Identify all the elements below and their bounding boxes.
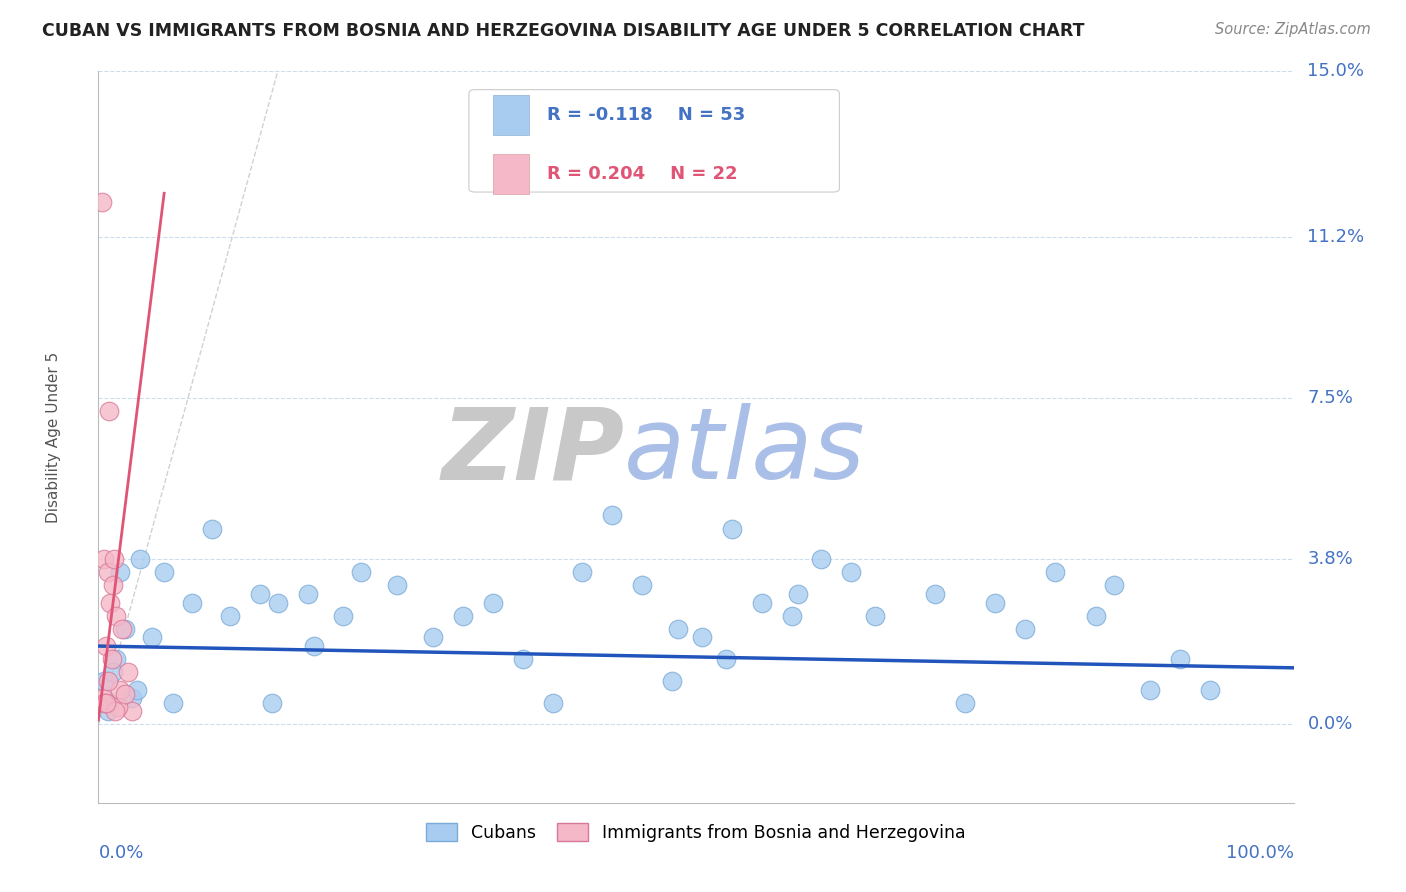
FancyBboxPatch shape <box>470 90 839 192</box>
Point <box>111 622 134 636</box>
Text: 15.0%: 15.0% <box>1308 62 1364 80</box>
Point <box>121 691 143 706</box>
Point <box>114 622 136 636</box>
Point <box>249 587 271 601</box>
Point <box>101 578 124 592</box>
Point <box>267 595 290 609</box>
Point <box>129 552 152 566</box>
Point <box>602 508 624 523</box>
Point <box>541 696 564 710</box>
Point <box>180 595 202 609</box>
Point <box>1104 578 1126 592</box>
Text: R = 0.204    N = 22: R = 0.204 N = 22 <box>547 165 737 183</box>
Point <box>666 622 689 636</box>
Point <box>721 521 744 535</box>
Point <box>571 565 593 579</box>
Text: 11.2%: 11.2% <box>1308 227 1365 246</box>
Point <box>91 194 114 209</box>
Text: 3.8%: 3.8% <box>1308 550 1353 568</box>
Point <box>97 705 120 719</box>
Text: Disability Age Under 5: Disability Age Under 5 <box>45 351 60 523</box>
Point <box>1139 682 1161 697</box>
Text: 100.0%: 100.0% <box>1226 845 1294 863</box>
Point <box>98 404 121 418</box>
Point <box>1168 652 1191 666</box>
Point <box>631 578 654 592</box>
Point <box>97 565 120 579</box>
Text: atlas: atlas <box>624 403 866 500</box>
Point <box>385 578 409 592</box>
Text: R = -0.118    N = 53: R = -0.118 N = 53 <box>547 106 745 124</box>
Point <box>482 595 505 609</box>
Point <box>94 639 117 653</box>
Point <box>865 608 887 623</box>
Point <box>1085 608 1108 623</box>
Point <box>98 595 122 609</box>
Point <box>105 608 128 623</box>
Point <box>201 521 224 535</box>
Point <box>302 639 325 653</box>
Point <box>451 608 474 623</box>
Point <box>260 696 283 710</box>
Point <box>422 631 444 645</box>
Point <box>94 696 117 710</box>
Point <box>953 696 976 710</box>
Point <box>108 565 131 579</box>
Point <box>751 595 773 609</box>
Point <box>690 631 713 645</box>
Point <box>1014 622 1036 636</box>
Point <box>810 552 832 566</box>
Point <box>297 587 319 601</box>
Text: 0.0%: 0.0% <box>1308 715 1353 733</box>
Point <box>332 608 354 623</box>
Point <box>91 691 114 706</box>
Point <box>104 705 127 719</box>
Text: CUBAN VS IMMIGRANTS FROM BOSNIA AND HERZEGOVINA DISABILITY AGE UNDER 5 CORRELATI: CUBAN VS IMMIGRANTS FROM BOSNIA AND HERZ… <box>42 22 1084 40</box>
Text: 0.0%: 0.0% <box>98 845 143 863</box>
Point <box>162 696 184 710</box>
Point <box>100 652 122 666</box>
Point <box>714 652 737 666</box>
Point <box>1043 565 1066 579</box>
Point <box>350 565 373 579</box>
Point <box>984 595 1007 609</box>
Point <box>786 587 808 601</box>
Point <box>93 552 115 566</box>
Text: 7.5%: 7.5% <box>1308 389 1354 407</box>
Point <box>924 587 946 601</box>
Point <box>114 687 136 701</box>
Point <box>105 652 128 666</box>
Point <box>121 705 143 719</box>
FancyBboxPatch shape <box>494 153 529 194</box>
Legend: Cubans, Immigrants from Bosnia and Herzegovina: Cubans, Immigrants from Bosnia and Herze… <box>419 816 973 849</box>
Point <box>141 631 163 645</box>
Text: ZIP: ZIP <box>441 403 624 500</box>
Point <box>108 682 131 697</box>
Point <box>96 696 118 710</box>
Point <box>1199 682 1222 697</box>
Point <box>93 696 115 710</box>
Text: Source: ZipAtlas.com: Source: ZipAtlas.com <box>1215 22 1371 37</box>
FancyBboxPatch shape <box>494 95 529 136</box>
Point <box>661 673 683 688</box>
Point <box>93 673 115 688</box>
Point <box>512 652 534 666</box>
Point <box>780 608 803 623</box>
Point <box>219 608 242 623</box>
Point <box>107 700 129 714</box>
Point <box>125 682 148 697</box>
Point <box>98 696 122 710</box>
Point <box>153 565 176 579</box>
Point <box>841 565 863 579</box>
Point <box>117 665 139 680</box>
Point <box>101 665 124 680</box>
Point <box>103 552 125 566</box>
Point <box>97 673 120 688</box>
